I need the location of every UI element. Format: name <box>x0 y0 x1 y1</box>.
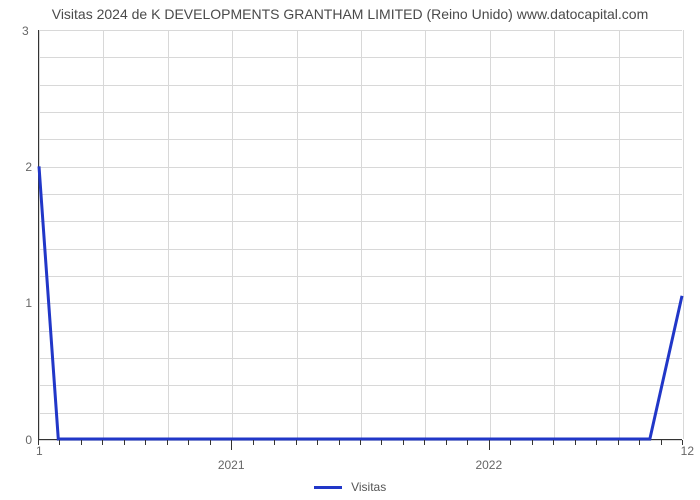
x-tickmark <box>682 440 683 445</box>
y-corner-top: 3 <box>22 24 29 38</box>
legend: Visitas <box>0 480 700 494</box>
y-tick: 0 <box>12 433 32 447</box>
x-tickmark <box>381 440 382 445</box>
x-tickmark <box>102 440 103 445</box>
x-tickmark <box>210 440 211 445</box>
x-tickmark <box>661 440 662 445</box>
y-tick: 1 <box>12 296 32 310</box>
x-tickmark <box>467 440 468 445</box>
x-tickmark <box>253 440 254 445</box>
x-tickmark <box>532 440 533 445</box>
x-corner-left: 1 <box>36 444 43 458</box>
x-tickmark <box>59 440 60 445</box>
x-tickmark <box>618 440 619 445</box>
x-tickmark <box>81 440 82 445</box>
legend-label: Visitas <box>351 480 386 494</box>
x-tickmark <box>274 440 275 445</box>
chart-title: Visitas 2024 de K DEVELOPMENTS GRANTHAM … <box>0 6 700 22</box>
plot-area <box>38 30 682 440</box>
x-tickmark <box>553 440 554 445</box>
x-tickmark <box>317 440 318 445</box>
x-tickmark <box>446 440 447 445</box>
x-tickmark-major <box>489 440 490 450</box>
chart-container: Visitas 2024 de K DEVELOPMENTS GRANTHAM … <box>0 0 700 500</box>
x-tickmark <box>403 440 404 445</box>
x-tick: 2021 <box>218 458 245 472</box>
x-tickmark <box>188 440 189 445</box>
x-tickmark <box>510 440 511 445</box>
x-tickmark <box>339 440 340 445</box>
x-corner-right: 12 <box>681 444 694 458</box>
x-tickmark <box>38 440 39 445</box>
x-tickmark <box>360 440 361 445</box>
x-tickmark <box>296 440 297 445</box>
x-tickmark <box>596 440 597 445</box>
x-tickmark <box>424 440 425 445</box>
y-tick: 2 <box>12 160 32 174</box>
x-tickmark <box>145 440 146 445</box>
x-tick: 2022 <box>475 458 502 472</box>
x-tickmark-major <box>231 440 232 450</box>
data-line <box>39 30 682 439</box>
x-tickmark <box>167 440 168 445</box>
x-tickmark <box>124 440 125 445</box>
legend-swatch <box>314 486 342 489</box>
x-tickmark <box>575 440 576 445</box>
x-tickmark <box>639 440 640 445</box>
grid-v <box>683 30 684 439</box>
